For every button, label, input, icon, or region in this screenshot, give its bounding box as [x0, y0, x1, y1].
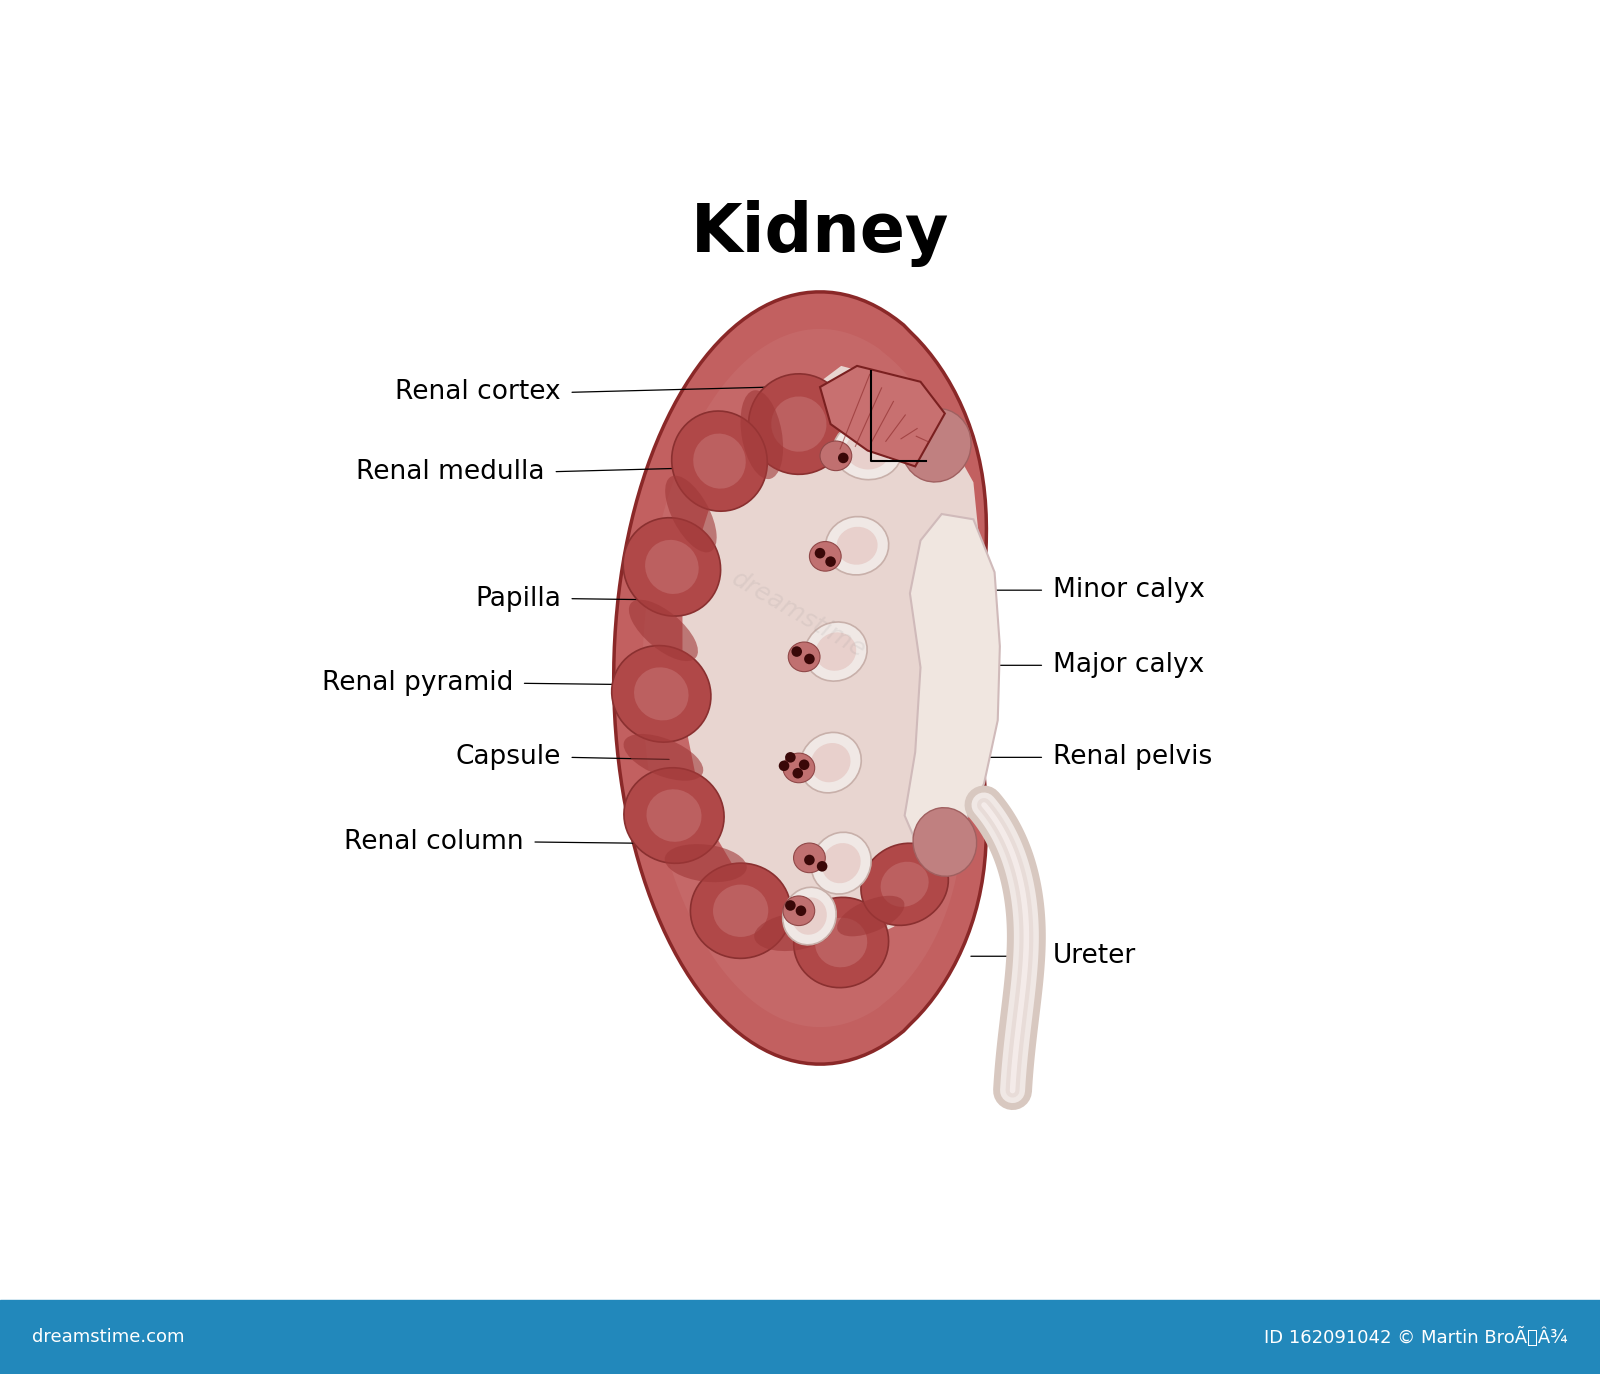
Ellipse shape: [779, 761, 789, 771]
Ellipse shape: [902, 408, 971, 482]
Ellipse shape: [693, 434, 746, 489]
Ellipse shape: [664, 844, 747, 882]
Ellipse shape: [798, 760, 810, 769]
Ellipse shape: [645, 540, 699, 594]
Text: Renal pelvis: Renal pelvis: [1053, 745, 1213, 771]
Ellipse shape: [741, 390, 782, 480]
Ellipse shape: [880, 861, 928, 907]
Ellipse shape: [714, 885, 768, 937]
Ellipse shape: [634, 668, 688, 720]
Polygon shape: [819, 365, 946, 466]
Ellipse shape: [837, 526, 878, 565]
Ellipse shape: [810, 541, 842, 572]
Ellipse shape: [749, 374, 850, 474]
Ellipse shape: [826, 517, 888, 574]
Text: Renal medulla: Renal medulla: [357, 459, 546, 485]
Ellipse shape: [794, 844, 826, 872]
Ellipse shape: [805, 654, 814, 664]
Text: Minor calyx: Minor calyx: [1053, 577, 1205, 603]
Ellipse shape: [782, 888, 837, 945]
Ellipse shape: [814, 548, 826, 558]
Ellipse shape: [792, 646, 802, 657]
Ellipse shape: [814, 918, 867, 967]
Ellipse shape: [789, 642, 819, 672]
Polygon shape: [614, 291, 987, 1063]
Text: dreamstime: dreamstime: [728, 566, 870, 662]
Ellipse shape: [624, 768, 725, 863]
Ellipse shape: [795, 905, 806, 916]
Ellipse shape: [629, 599, 698, 661]
Ellipse shape: [754, 912, 834, 951]
Ellipse shape: [792, 768, 803, 779]
Text: Kidney: Kidney: [691, 201, 949, 267]
Ellipse shape: [811, 743, 851, 782]
Ellipse shape: [786, 752, 795, 763]
Ellipse shape: [646, 789, 701, 842]
Ellipse shape: [845, 431, 890, 470]
Ellipse shape: [792, 897, 827, 934]
Polygon shape: [683, 365, 984, 959]
Ellipse shape: [771, 397, 827, 452]
Text: dreamstime.com: dreamstime.com: [32, 1327, 184, 1347]
Ellipse shape: [914, 808, 976, 877]
Ellipse shape: [818, 861, 827, 871]
Text: Papilla: Papilla: [475, 585, 560, 611]
Ellipse shape: [837, 896, 904, 936]
Text: Renal column: Renal column: [344, 829, 523, 855]
Ellipse shape: [822, 844, 861, 883]
Text: ID 162091042 © Martin BroÃÂ¾: ID 162091042 © Martin BroÃ Â¾: [1264, 1327, 1568, 1347]
Ellipse shape: [819, 441, 851, 471]
Ellipse shape: [672, 411, 768, 511]
Ellipse shape: [826, 556, 835, 567]
Text: Renal cortex: Renal cortex: [395, 379, 560, 405]
Ellipse shape: [611, 646, 710, 742]
Ellipse shape: [800, 732, 861, 793]
Ellipse shape: [782, 753, 814, 783]
Text: Capsule: Capsule: [456, 745, 560, 771]
Polygon shape: [904, 514, 1000, 852]
Ellipse shape: [786, 900, 795, 911]
Ellipse shape: [838, 452, 848, 463]
Ellipse shape: [794, 897, 888, 988]
Ellipse shape: [861, 844, 949, 925]
Ellipse shape: [622, 518, 720, 616]
Ellipse shape: [666, 475, 717, 552]
Ellipse shape: [811, 833, 870, 894]
Ellipse shape: [691, 863, 790, 959]
Text: Major calyx: Major calyx: [1053, 653, 1205, 679]
Text: Ureter: Ureter: [1053, 943, 1136, 969]
Ellipse shape: [816, 632, 856, 671]
Ellipse shape: [782, 896, 814, 926]
Ellipse shape: [624, 734, 704, 780]
Ellipse shape: [805, 855, 814, 866]
Ellipse shape: [834, 422, 902, 480]
Polygon shape: [642, 328, 962, 1028]
Ellipse shape: [805, 622, 867, 682]
Text: Renal pyramid: Renal pyramid: [322, 671, 514, 697]
